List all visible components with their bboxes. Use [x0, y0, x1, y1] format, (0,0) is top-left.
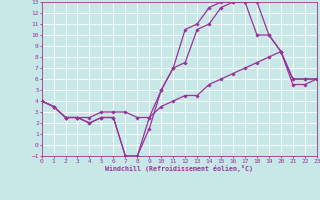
X-axis label: Windchill (Refroidissement éolien,°C): Windchill (Refroidissement éolien,°C)	[105, 165, 253, 172]
